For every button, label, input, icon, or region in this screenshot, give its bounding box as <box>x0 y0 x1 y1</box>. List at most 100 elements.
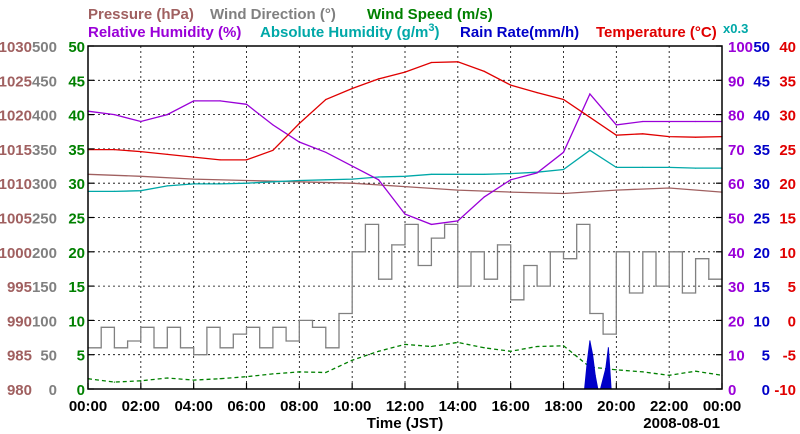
absolute-humidity-line-point <box>483 173 485 175</box>
x-tick-label: 06:00 <box>227 398 265 415</box>
rain-tick: 20 <box>753 245 770 262</box>
pressure-line-point <box>562 192 565 195</box>
rh-tick: 40 <box>728 245 745 262</box>
wind-direction-line-point <box>562 258 565 260</box>
wind-speed-line-point <box>378 350 380 352</box>
x-tick-label: 08:00 <box>280 398 318 415</box>
temperature-line-point <box>325 98 327 101</box>
series-layer <box>87 61 723 390</box>
temp-tick: 25 <box>779 142 796 159</box>
rain-tick: 50 <box>753 39 770 56</box>
wind-direction-line-point <box>272 326 274 328</box>
wind-direction-line-point <box>219 347 221 349</box>
temp-tick: 30 <box>779 108 796 125</box>
temperature-line-point <box>536 92 538 94</box>
wind-direction-tick: 500 <box>32 39 57 56</box>
wind-direction-tick: 100 <box>32 313 57 330</box>
wind-direction-line-point <box>496 244 499 246</box>
legend-pressure: Pressure (hPa) <box>88 6 194 23</box>
wind-speed-line-point <box>193 379 195 381</box>
wind-direction-line <box>88 223 723 356</box>
wind-direction-line-point <box>668 251 670 253</box>
temperature-line-point <box>166 153 168 155</box>
relative-humidity-line-point <box>325 151 327 153</box>
relative-humidity-line-point <box>589 93 591 95</box>
temperature-line-point <box>642 133 644 135</box>
pressure-line-point <box>298 181 300 183</box>
temp-tick: 20 <box>779 176 796 193</box>
temp-tick: 15 <box>779 211 796 228</box>
absolute-humidity-line-point <box>325 179 327 181</box>
legend-wind-speed: Wind Speed (m/s) <box>367 6 493 23</box>
x-tick-label: 14:00 <box>439 398 477 415</box>
wind-speed-tick: 25 <box>68 211 85 228</box>
relative-humidity-line-point <box>298 141 300 143</box>
rain-rate-area-point <box>589 340 591 342</box>
wind-speed-tick: 35 <box>68 142 85 159</box>
temperature-line-point <box>562 98 565 101</box>
wind-direction-tick: 400 <box>32 108 57 125</box>
pressure-line-point <box>457 189 459 191</box>
absolute-humidity-line-point <box>272 181 274 183</box>
x-tick-label: 16:00 <box>491 398 529 415</box>
wind-direction-line-point <box>695 258 697 260</box>
temperature-line-point <box>510 84 512 86</box>
pressure-tick: 1030 <box>0 39 32 56</box>
wind-speed-line-point <box>483 347 485 349</box>
wind-direction-line-point <box>364 223 366 225</box>
relative-humidity-line-point <box>668 120 670 123</box>
wind-speed-tick: 10 <box>68 313 85 330</box>
absolute-humidity-line-point <box>378 176 380 178</box>
rh-tick: 20 <box>728 313 745 330</box>
relative-humidity-line-point <box>615 124 617 126</box>
absolute-humidity-line-point <box>113 190 115 192</box>
wind-direction-line-point <box>523 264 525 267</box>
wind-direction-tick: 0 <box>49 382 57 399</box>
relative-humidity-line-point <box>245 103 248 105</box>
wind-direction-line-point <box>444 223 446 225</box>
pressure-tick: 1015 <box>0 142 32 159</box>
wind-speed-tick: 30 <box>68 176 85 193</box>
absolute-humidity-line-point <box>351 178 353 180</box>
wind-speed-line-point <box>272 373 274 375</box>
temperature-line-point <box>430 61 432 64</box>
pressure-tick: 1020 <box>0 108 32 125</box>
temperature-line-point <box>483 70 485 72</box>
rain-tick: 15 <box>753 279 770 296</box>
wind-direction-tick: 450 <box>32 73 57 90</box>
wind-direction-line-point <box>127 340 129 342</box>
wind-direction-line-point <box>285 340 287 342</box>
wind-direction-line-point <box>179 347 182 349</box>
relative-humidity-line-point <box>483 196 485 198</box>
wind-speed-line-point <box>404 343 406 345</box>
pressure-tick: 985 <box>7 348 32 365</box>
x-tick-label: 00:00 <box>703 398 741 415</box>
legend-wind-direction: Wind Direction (°) <box>210 6 336 23</box>
wind-direction-line-point <box>708 278 710 280</box>
legend-ah-suffix: ) <box>434 24 439 41</box>
wind-direction-line-point <box>615 251 617 253</box>
rain-tick: 40 <box>753 108 770 125</box>
pressure-line-point <box>140 175 142 177</box>
wind-direction-line-point <box>549 251 551 253</box>
rh-tick: 30 <box>728 279 745 296</box>
wind-direction-tick: 50 <box>40 348 57 365</box>
temperature-line-point <box>457 61 459 63</box>
wind-direction-line-point <box>483 278 485 280</box>
rain-tick: 10 <box>753 313 770 330</box>
pressure-tick: 1005 <box>0 211 32 228</box>
wind-speed-line-point <box>140 380 142 382</box>
temp-tick: 0 <box>788 313 796 330</box>
wind-direction-line-point <box>325 347 327 349</box>
relative-humidity-line-point <box>510 179 512 181</box>
relative-humidity-line-point <box>457 220 459 222</box>
wind-direction-line-point <box>417 264 419 267</box>
temperature-line-point <box>404 71 406 73</box>
relative-humidity-line-point <box>430 223 432 225</box>
wind-speed-line-point <box>166 377 168 379</box>
rain-rate-area-point <box>605 367 607 369</box>
pressure-line-point <box>351 182 353 184</box>
wind-direction-line-point <box>245 326 248 328</box>
wind-direction-tick: 300 <box>32 176 57 193</box>
wind-direction-line-point <box>140 326 142 328</box>
